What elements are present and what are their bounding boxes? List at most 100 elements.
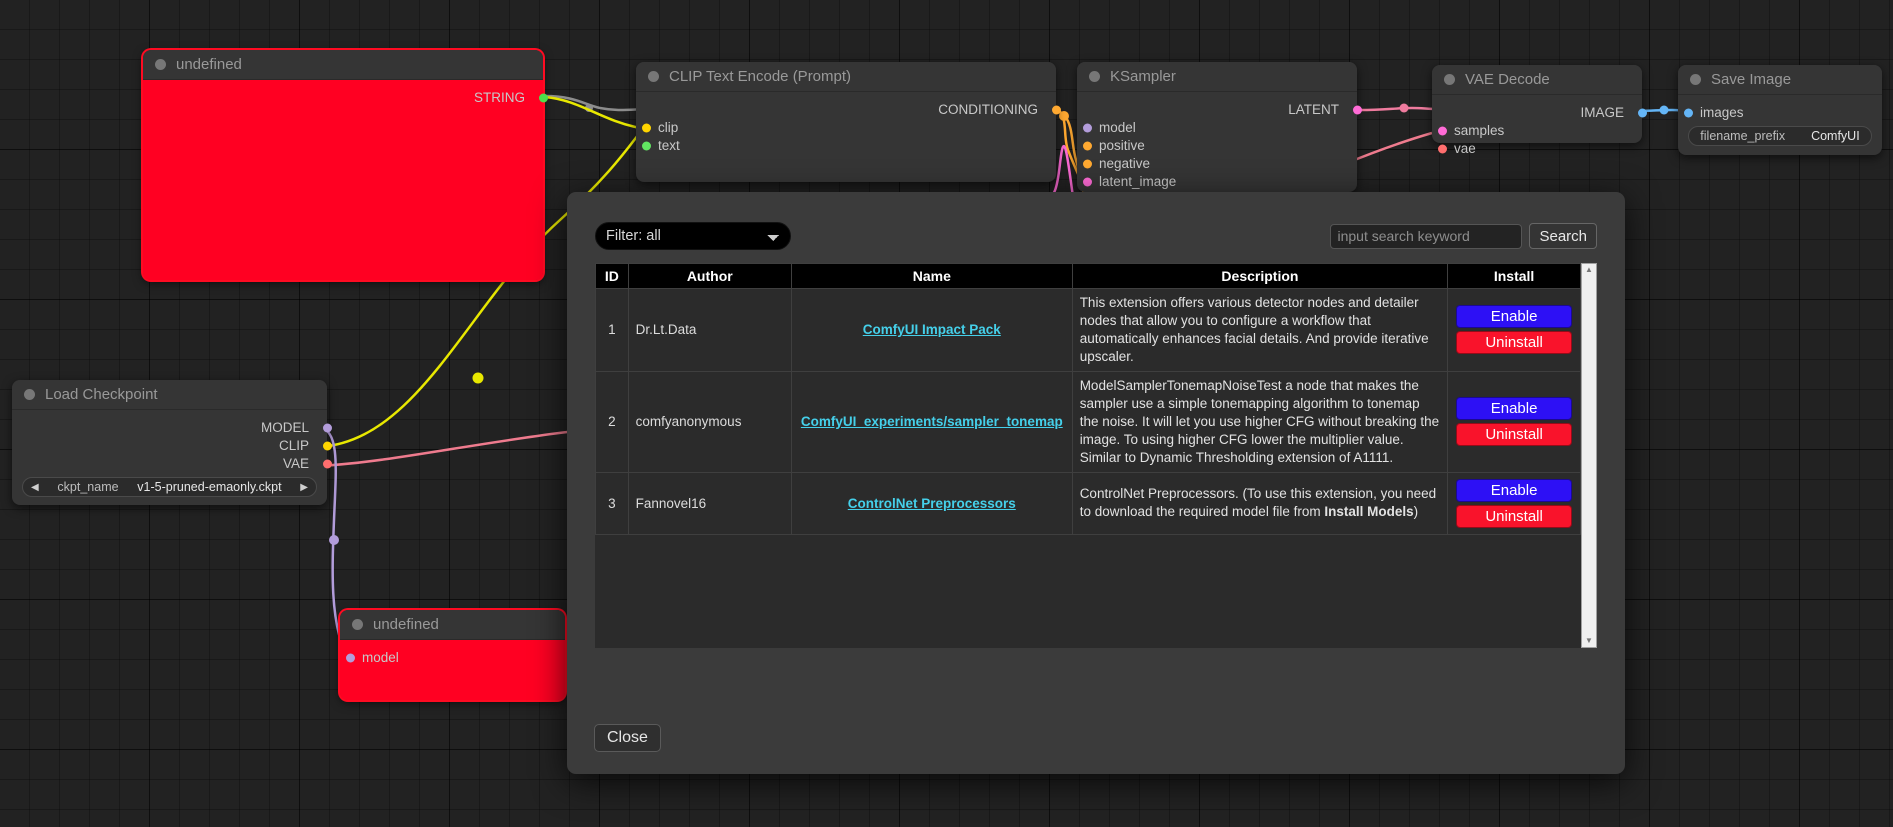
extensions-table-area: ID Author Name Description Install 1 Dr.Lt.Da… <box>595 263 1597 648</box>
collapse-dot-icon[interactable] <box>1089 71 1100 82</box>
node-title-text: CLIP Text Encode (Prompt) <box>669 68 852 85</box>
node-undefined-model[interactable]: undefined model <box>340 610 565 700</box>
node-ksampler[interactable]: KSampler LATENT model positive negative laten… <box>1077 62 1362 215</box>
input-slot-positive[interactable]: positive <box>1077 137 1357 154</box>
enable-button[interactable]: Enable <box>1456 397 1572 421</box>
port-dot-icon[interactable] <box>642 141 651 150</box>
extension-link[interactable]: ComfyUI Impact Pack <box>862 322 1001 338</box>
node-save-image[interactable]: Save Image images filename_prefix ComfyUI <box>1678 65 1882 155</box>
node-title-bar[interactable]: CLIP Text Encode (Prompt) <box>636 62 1056 92</box>
table-row[interactable]: 2 comfyanonymous ComfyUI_experiments/sampl… <box>595 370 1581 473</box>
cell-description: ModelSamplerTonemapNoiseTest a node that… <box>1071 370 1449 473</box>
node-title-bar[interactable]: KSampler <box>1077 62 1357 92</box>
port-dot-icon[interactable] <box>538 93 548 102</box>
output-slot-conditioning[interactable]: CONDITIONING <box>636 101 1061 118</box>
widget-label: filename_prefix <box>1700 129 1786 143</box>
table-row[interactable]: 1 Dr.Lt.Data ComfyUI Impact Pack This exten… <box>595 288 1581 372</box>
output-slot-latent[interactable]: LATENT <box>1077 101 1362 118</box>
output-slot-image[interactable]: IMAGE <box>1432 104 1647 121</box>
column-header-description: Description <box>1071 263 1449 289</box>
collapse-dot-icon[interactable] <box>1444 74 1455 85</box>
column-header-author: Author <box>627 263 792 289</box>
slot-label: LATENT <box>1288 102 1339 117</box>
output-slot-clip[interactable]: CLIP <box>12 437 332 454</box>
node-title-text: VAE Decode <box>1465 71 1550 88</box>
output-slot-model[interactable]: MODEL <box>12 419 332 436</box>
input-slot-samples[interactable]: samples <box>1432 122 1642 139</box>
collapse-dot-icon[interactable] <box>24 389 35 400</box>
node-load-checkpoint[interactable]: Load Checkpoint MODEL CLIP VAE ◀ ckpt_name v1-… <box>12 380 332 505</box>
port-dot-icon[interactable] <box>322 441 332 450</box>
port-dot-icon[interactable] <box>1438 144 1447 153</box>
node-clip-text-encode[interactable]: CLIP Text Encode (Prompt) CONDITIONING cli… <box>636 62 1061 182</box>
table-vertical-scrollbar[interactable]: ▲ ▼ <box>1581 263 1597 648</box>
node-title-bar[interactable]: VAE Decode <box>1432 65 1642 95</box>
port-dot-icon[interactable] <box>1083 141 1092 150</box>
scroll-up-icon[interactable]: ▲ <box>1585 265 1593 274</box>
filter-select[interactable]: Filter: allFilter: installedFilter: not-… <box>595 222 791 250</box>
port-dot-icon[interactable] <box>1083 159 1092 168</box>
output-slot-string[interactable]: STRING <box>143 89 548 106</box>
close-button[interactable]: Close <box>594 724 661 752</box>
enable-button[interactable]: Enable <box>1456 478 1572 502</box>
port-dot-icon[interactable] <box>1051 105 1061 114</box>
uninstall-button[interactable]: Uninstall <box>1456 331 1572 355</box>
port-dot-icon[interactable] <box>1352 105 1362 114</box>
collapse-dot-icon[interactable] <box>1690 74 1701 85</box>
port-dot-icon[interactable] <box>1083 177 1092 186</box>
port-dot-icon[interactable] <box>1083 123 1092 132</box>
node-vae-decode[interactable]: VAE Decode IMAGE samples vae <box>1432 65 1647 156</box>
input-slot-text[interactable]: text <box>636 137 1056 154</box>
table-scroll-region[interactable]: ID Author Name Description Install 1 Dr.Lt.Da… <box>595 263 1581 648</box>
dialog-toolbar: Filter: allFilter: installedFilter: not-… <box>595 221 1597 251</box>
input-slot-model[interactable]: model <box>340 649 565 666</box>
cell-author: Dr.Lt.Data <box>627 288 792 372</box>
output-slot-vae[interactable]: VAE <box>12 455 332 472</box>
column-header-name: Name <box>790 263 1073 289</box>
port-dot-icon[interactable] <box>346 653 355 662</box>
port-dot-icon[interactable] <box>1684 108 1693 117</box>
node-title-text: undefined <box>373 616 439 633</box>
port-dot-icon[interactable] <box>1637 108 1647 117</box>
extension-link[interactable]: ControlNet Preprocessors <box>847 495 1016 511</box>
table-row[interactable]: 3 Fannovel16 ControlNet Preprocessors Contr… <box>595 471 1581 535</box>
increment-arrow-icon[interactable]: ▶ <box>300 481 308 493</box>
port-dot-icon[interactable] <box>642 123 651 132</box>
node-title-bar[interactable]: Load Checkpoint <box>12 380 327 410</box>
decrement-arrow-icon[interactable]: ◀ <box>31 481 39 493</box>
node-title-bar[interactable]: undefined <box>143 50 543 80</box>
input-slot-vae[interactable]: vae <box>1432 140 1642 157</box>
column-header-id: ID <box>595 263 629 289</box>
slot-label: vae <box>1454 141 1476 156</box>
node-title-bar[interactable]: undefined <box>340 610 565 640</box>
cell-id: 2 <box>595 370 629 473</box>
collapse-dot-icon[interactable] <box>648 71 659 82</box>
widget-ckpt_name[interactable]: ◀ ckpt_name v1-5-pruned-emaonly.ckpt ▶ <box>22 477 317 497</box>
port-dot-icon[interactable] <box>1438 126 1447 135</box>
node-body: STRING <box>143 80 548 280</box>
uninstall-button[interactable]: Uninstall <box>1456 504 1572 528</box>
node-title-bar[interactable]: Save Image <box>1678 65 1882 95</box>
input-slot-clip[interactable]: clip <box>636 119 1056 136</box>
port-dot-icon[interactable] <box>322 459 332 468</box>
extension-link[interactable]: ComfyUI_experiments/sampler_tonemap <box>800 414 1063 430</box>
input-slot-negative[interactable]: negative <box>1077 155 1357 172</box>
widget-filename_prefix[interactable]: filename_prefix ComfyUI <box>1688 126 1872 146</box>
collapse-dot-icon[interactable] <box>155 59 166 70</box>
input-slot-latent_image[interactable]: latent_image <box>1077 173 1357 190</box>
search-button[interactable]: Search <box>1529 223 1597 249</box>
column-header-install: Install <box>1447 263 1581 289</box>
search-input[interactable] <box>1330 223 1523 249</box>
enable-button[interactable]: Enable <box>1456 305 1572 329</box>
collapse-dot-icon[interactable] <box>352 619 363 630</box>
uninstall-button[interactable]: Uninstall <box>1456 423 1572 447</box>
extensions-table: ID Author Name Description Install 1 Dr.Lt.Da… <box>595 263 1581 535</box>
node-undefined-string[interactable]: undefined STRING <box>143 50 548 280</box>
scroll-down-icon[interactable]: ▼ <box>1585 636 1593 645</box>
port-dot-icon[interactable] <box>322 423 332 432</box>
slot-label: MODEL <box>260 420 309 435</box>
input-slot-images[interactable]: images <box>1678 104 1882 121</box>
node-title-text: Load Checkpoint <box>45 386 158 403</box>
widget-label: ckpt_name <box>57 480 119 494</box>
input-slot-model[interactable]: model <box>1077 119 1357 136</box>
